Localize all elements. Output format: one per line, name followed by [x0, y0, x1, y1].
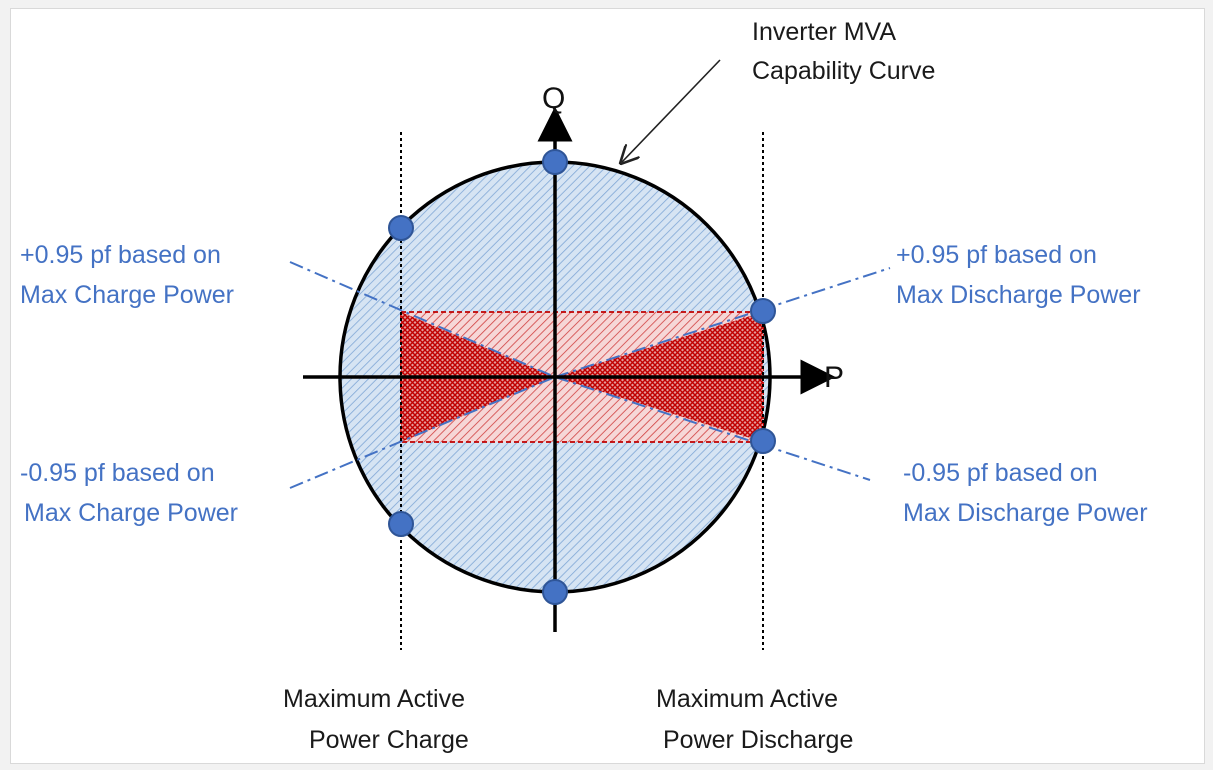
callout-line1: Inverter MVA	[752, 18, 896, 46]
callout-line2: Capability Curve	[752, 57, 935, 85]
pos-discharge-line2: Max Discharge Power	[896, 281, 1141, 309]
pf-line-positive-discharge	[554, 267, 891, 378]
pos-discharge-line1: +0.95 pf based on	[896, 241, 1097, 269]
marker-charge-lower	[388, 511, 414, 537]
pf-line-positive-charge	[289, 261, 556, 378]
p-axis-label: P	[824, 361, 844, 394]
neg-charge-line2: Max Charge Power	[24, 499, 238, 527]
pos-charge-line1: +0.95 pf based on	[20, 241, 221, 269]
charge-limit-line1: Maximum Active	[283, 685, 465, 713]
callout-arrow	[622, 59, 721, 162]
charge-limit-line2: Power Charge	[309, 726, 469, 754]
neg-discharge-line2: Max Discharge Power	[903, 499, 1148, 527]
marker-q-min	[542, 579, 568, 605]
neg-charge-line1: -0.95 pf based on	[20, 459, 215, 487]
marker-discharge-upper	[750, 298, 776, 324]
marker-q-max	[542, 149, 568, 175]
discharge-limit-line2: Power Discharge	[663, 726, 853, 754]
pf-line-negative-charge	[289, 376, 556, 489]
neg-discharge-line1: -0.95 pf based on	[903, 459, 1098, 487]
marker-discharge-lower	[750, 428, 776, 454]
pos-charge-line2: Max Charge Power	[20, 281, 234, 309]
q-axis-label: Q	[542, 82, 565, 115]
marker-charge-upper	[388, 215, 414, 241]
pf-line-negative-discharge	[554, 376, 871, 481]
discharge-limit-line1: Maximum Active	[656, 685, 838, 713]
